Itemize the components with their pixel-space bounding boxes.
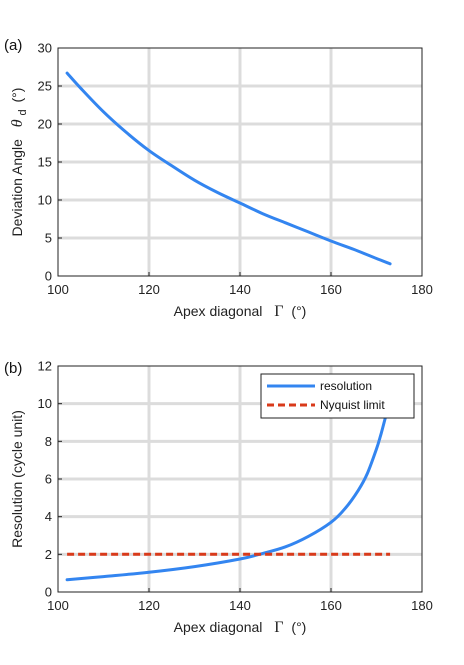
panel-a-deviation-angle-chart: 100 120 140 160 180 0 5 10 15 20 25 30 (a) Apex dia… (4, 37, 433, 320)
panel-a-x-axis-unit: (°) (291, 303, 306, 319)
panel-a-y-axis-label: Deviation Angle θ d (°) (9, 88, 29, 237)
x-tick-label: 140 (229, 598, 251, 613)
panel-a-y-axis-subscript: d (17, 109, 29, 115)
series-line-a-0 (65, 71, 392, 266)
y-tick-label: 20 (38, 117, 52, 132)
x-tick-label: 180 (411, 598, 433, 613)
panel-b-label: (b) (4, 360, 22, 377)
legend-label-resolution: resolution (320, 379, 372, 393)
x-tick-label: 100 (47, 282, 69, 297)
y-tick-label: 12 (38, 359, 52, 374)
panel-a-x-axis-title: Apex diagonal (174, 303, 263, 319)
panel-a-x-axis-label: Apex diagonal Γ (°) (174, 303, 307, 320)
y-tick-label: 8 (45, 434, 52, 449)
panel-b-series (65, 415, 391, 582)
panel-b-tick-labels: 100 120 140 160 180 0 2 4 6 8 10 12 (38, 359, 433, 614)
series-line-resolution (65, 415, 388, 582)
panel-b-x-axis-title: Apex diagonal (174, 619, 263, 635)
y-tick-label: 6 (45, 472, 52, 487)
x-tick-label: 180 (411, 282, 433, 297)
panel-b-x-axis-label: Apex diagonal Γ (°) (174, 619, 307, 636)
y-tick-label: 4 (45, 509, 52, 524)
panel-a-grid (58, 48, 422, 276)
y-tick-label: 5 (45, 231, 52, 246)
y-tick-label: 10 (38, 193, 52, 208)
panel-a-y-axis-unit: (°) (9, 88, 25, 103)
panel-a-y-axis-symbol: θ (9, 119, 26, 127)
x-tick-label: 160 (320, 598, 342, 613)
y-tick-label: 2 (45, 547, 52, 562)
panel-a-x-axis-symbol: Γ (274, 303, 283, 320)
panel-b-resolution-chart: 100 120 140 160 180 0 2 4 6 8 10 12 (b) Apex diagon… (4, 359, 433, 637)
x-tick-label: 140 (229, 282, 251, 297)
panel-b-legend-box (260, 373, 415, 419)
y-tick-label: 15 (38, 155, 52, 170)
y-tick-label: 10 (38, 396, 52, 411)
panel-b-y-axis-label: Resolution (cycle unit) (9, 410, 25, 548)
panel-a-y-axis-title: Deviation Angle (9, 139, 25, 237)
panel-b-legend: resolution Nyquist limit (260, 373, 415, 419)
x-tick-label: 160 (320, 282, 342, 297)
x-tick-label: 120 (138, 598, 160, 613)
y-tick-label: 0 (45, 269, 52, 284)
panel-a-series (65, 71, 392, 266)
panel-b-x-axis-unit: (°) (291, 619, 306, 635)
panel-a-label: (a) (4, 37, 22, 54)
legend-label-nyquist-limit: Nyquist limit (320, 398, 385, 412)
x-tick-label: 120 (138, 282, 160, 297)
y-tick-label: 0 (45, 585, 52, 600)
panel-a-tick-labels: 100 120 140 160 180 0 5 10 15 20 25 30 (38, 41, 433, 298)
y-tick-label: 25 (38, 79, 52, 94)
x-tick-label: 100 (47, 598, 69, 613)
panel-b-x-axis-symbol: Γ (274, 619, 283, 636)
y-tick-label: 30 (38, 41, 52, 56)
